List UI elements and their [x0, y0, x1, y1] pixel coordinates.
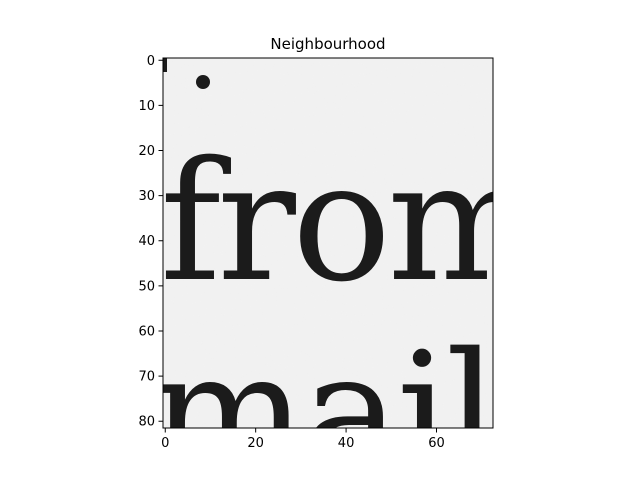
- chart-title: Neighbourhood: [270, 35, 385, 53]
- image-text-line-mail: mail: [150, 317, 494, 480]
- left-edge-mark: [163, 58, 167, 72]
- image-grain: [163, 58, 493, 428]
- plot-frame: [162, 57, 494, 429]
- y-tick-label: 70: [138, 370, 155, 385]
- x-tick-label: 0: [161, 436, 169, 451]
- y-tick-label: 30: [138, 189, 155, 204]
- image-content: from mail: [150, 58, 540, 480]
- y-tick-label: 60: [138, 324, 155, 339]
- x-tick-label: 60: [428, 436, 445, 451]
- y-tick-label: 40: [138, 234, 155, 249]
- x-tick-label: 40: [338, 436, 355, 451]
- y-tick-label: 10: [138, 99, 155, 114]
- y-tick-label: 80: [138, 415, 155, 430]
- y-tick-label: 20: [138, 144, 155, 159]
- y-axis: 0 10 20 30 40 50 60 70 80: [138, 54, 163, 430]
- image-text-line-from: from: [160, 126, 540, 318]
- y-tick-label: 50: [138, 279, 155, 294]
- x-axis: 0 20 40 60: [161, 428, 445, 451]
- y-tick-label: 0: [147, 54, 155, 69]
- x-tick-label: 20: [247, 436, 264, 451]
- stray-dot: [196, 75, 210, 89]
